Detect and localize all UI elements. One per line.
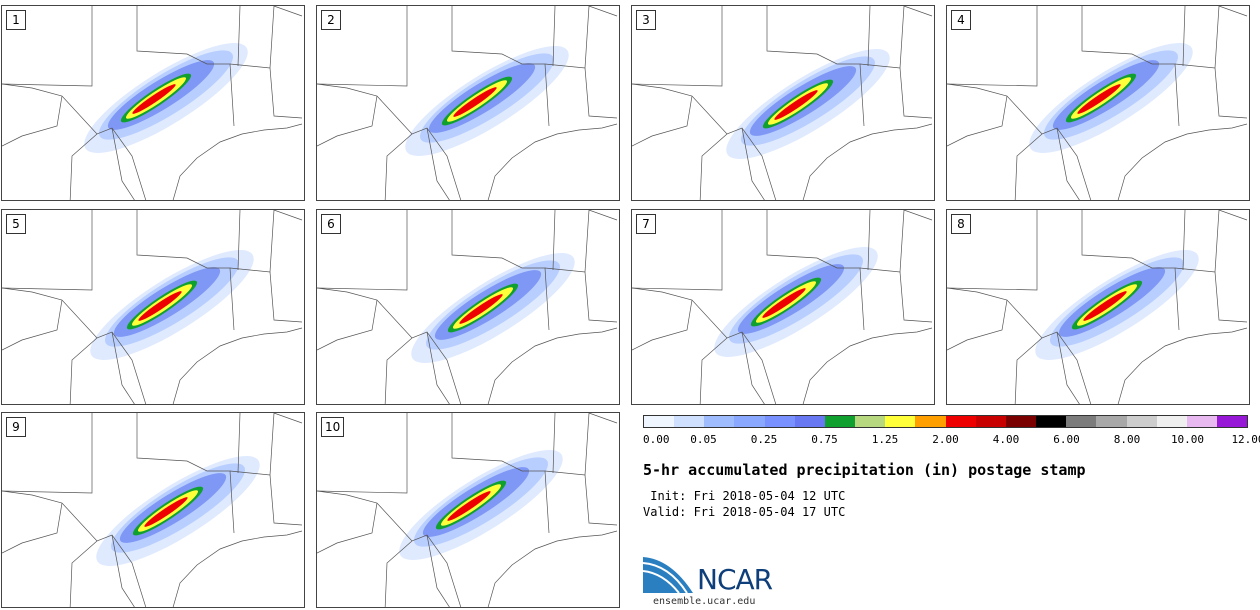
stamp-panel-8: 8: [946, 209, 1250, 405]
precip-map: [2, 413, 303, 607]
colorbar-label: 0.25: [750, 433, 778, 446]
stamp-panel-1: 1: [1, 5, 305, 201]
colorbar-segment: [734, 416, 765, 427]
panel-number: 3: [636, 10, 656, 30]
stamp-panel-9: 9: [1, 412, 305, 608]
colorbar-segment: [855, 416, 886, 427]
colorbar-segment: [885, 416, 916, 427]
colorbar-label: 8.00: [1113, 433, 1141, 446]
precip-map: [947, 6, 1248, 200]
panel-number: 8: [951, 214, 971, 234]
stamp-panel-10: 10: [316, 412, 620, 608]
colorbar-segment: [1005, 416, 1037, 427]
colorbar-label: 1.25: [871, 433, 899, 446]
ncar-logo-text: NCAR: [697, 563, 773, 596]
precip-map: [632, 210, 933, 404]
colorbar-segment: [915, 416, 946, 427]
valid-time: Valid: Fri 2018-05-04 17 UTC: [643, 505, 846, 519]
stamp-panel-5: 5: [1, 209, 305, 405]
stamp-panel-4: 4: [946, 5, 1250, 201]
colorbar-segment: [1126, 416, 1157, 427]
chart-title: 5-hr accumulated precipitation (in) post…: [643, 461, 1086, 479]
colorbar-segment: [764, 416, 795, 427]
panel-number: 9: [6, 417, 26, 437]
colorbar-segment: [1096, 416, 1127, 427]
precip-map: [317, 6, 618, 200]
panel-number: 10: [321, 417, 345, 437]
ncar-logo-icon: [643, 557, 693, 594]
panel-number: 2: [321, 10, 341, 30]
colorbar-segment: [1066, 416, 1097, 427]
precip-map: [2, 6, 303, 200]
panel-number: 4: [951, 10, 971, 30]
colorbar-segment: [1216, 416, 1248, 427]
init-time: Init: Fri 2018-05-04 12 UTC: [643, 489, 846, 503]
precip-map: [317, 413, 618, 607]
colorbar-label: 0.00: [643, 433, 670, 446]
colorbar-segment: [1186, 416, 1217, 427]
precip-colorbar: [643, 415, 1248, 428]
stamp-panel-2: 2: [316, 5, 620, 201]
colorbar-segment: [945, 416, 976, 427]
colorbar-segment: [674, 416, 705, 427]
colorbar-label: 0.75: [811, 433, 838, 446]
colorbar-label: 10.00: [1170, 433, 1205, 446]
colorbar-segment: [704, 416, 735, 427]
panel-number: 7: [636, 214, 656, 234]
colorbar-segment: [824, 416, 856, 427]
colorbar-segment: [794, 416, 825, 427]
colorbar-segment: [1036, 416, 1067, 427]
panel-number: 5: [6, 214, 26, 234]
colorbar-segment: [1156, 416, 1187, 427]
precip-map: [317, 210, 618, 404]
colorbar-label: 0.05: [690, 433, 717, 446]
colorbar-segment: [975, 416, 1006, 427]
stamp-panel-6: 6: [316, 209, 620, 405]
colorbar-label: 6.00: [1053, 433, 1080, 446]
precip-map: [2, 210, 303, 404]
precip-map: [947, 210, 1248, 404]
colorbar-segment: [644, 416, 675, 427]
colorbar-label: 12.00: [1231, 433, 1260, 446]
stamp-panel-3: 3: [631, 5, 935, 201]
panel-number: 6: [321, 214, 341, 234]
ncar-url: ensemble.ucar.edu: [653, 596, 756, 607]
precip-map: [632, 6, 933, 200]
stamp-panel-7: 7: [631, 209, 935, 405]
colorbar-label: 4.00: [992, 433, 1020, 446]
colorbar-label: 2.00: [932, 433, 959, 446]
panel-number: 1: [6, 10, 26, 30]
